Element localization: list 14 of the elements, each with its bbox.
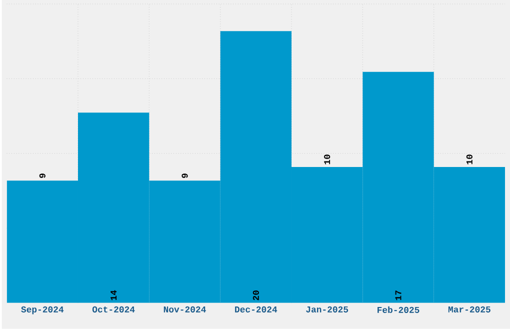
x-tick-label: Sep-2024 xyxy=(21,306,64,314)
data-label: 10 xyxy=(324,154,330,164)
data-label: 10 xyxy=(466,154,472,164)
x-tick-label: Dec-2024 xyxy=(235,306,278,313)
x-tick-label: Jan-2025 xyxy=(306,306,348,313)
data-label: 9 xyxy=(182,174,188,178)
data-label: 9 xyxy=(39,174,46,178)
x-tick-label: Mar-2025 xyxy=(448,306,490,313)
x-tick-label: Oct-2024 xyxy=(92,306,135,313)
data-label: 20 xyxy=(252,290,259,300)
x-tick-label: Feb-2025 xyxy=(378,306,420,314)
x-tick-label: Nov-2024 xyxy=(164,306,206,313)
data-label: 14 xyxy=(110,290,117,300)
data-label: 17 xyxy=(395,290,402,300)
